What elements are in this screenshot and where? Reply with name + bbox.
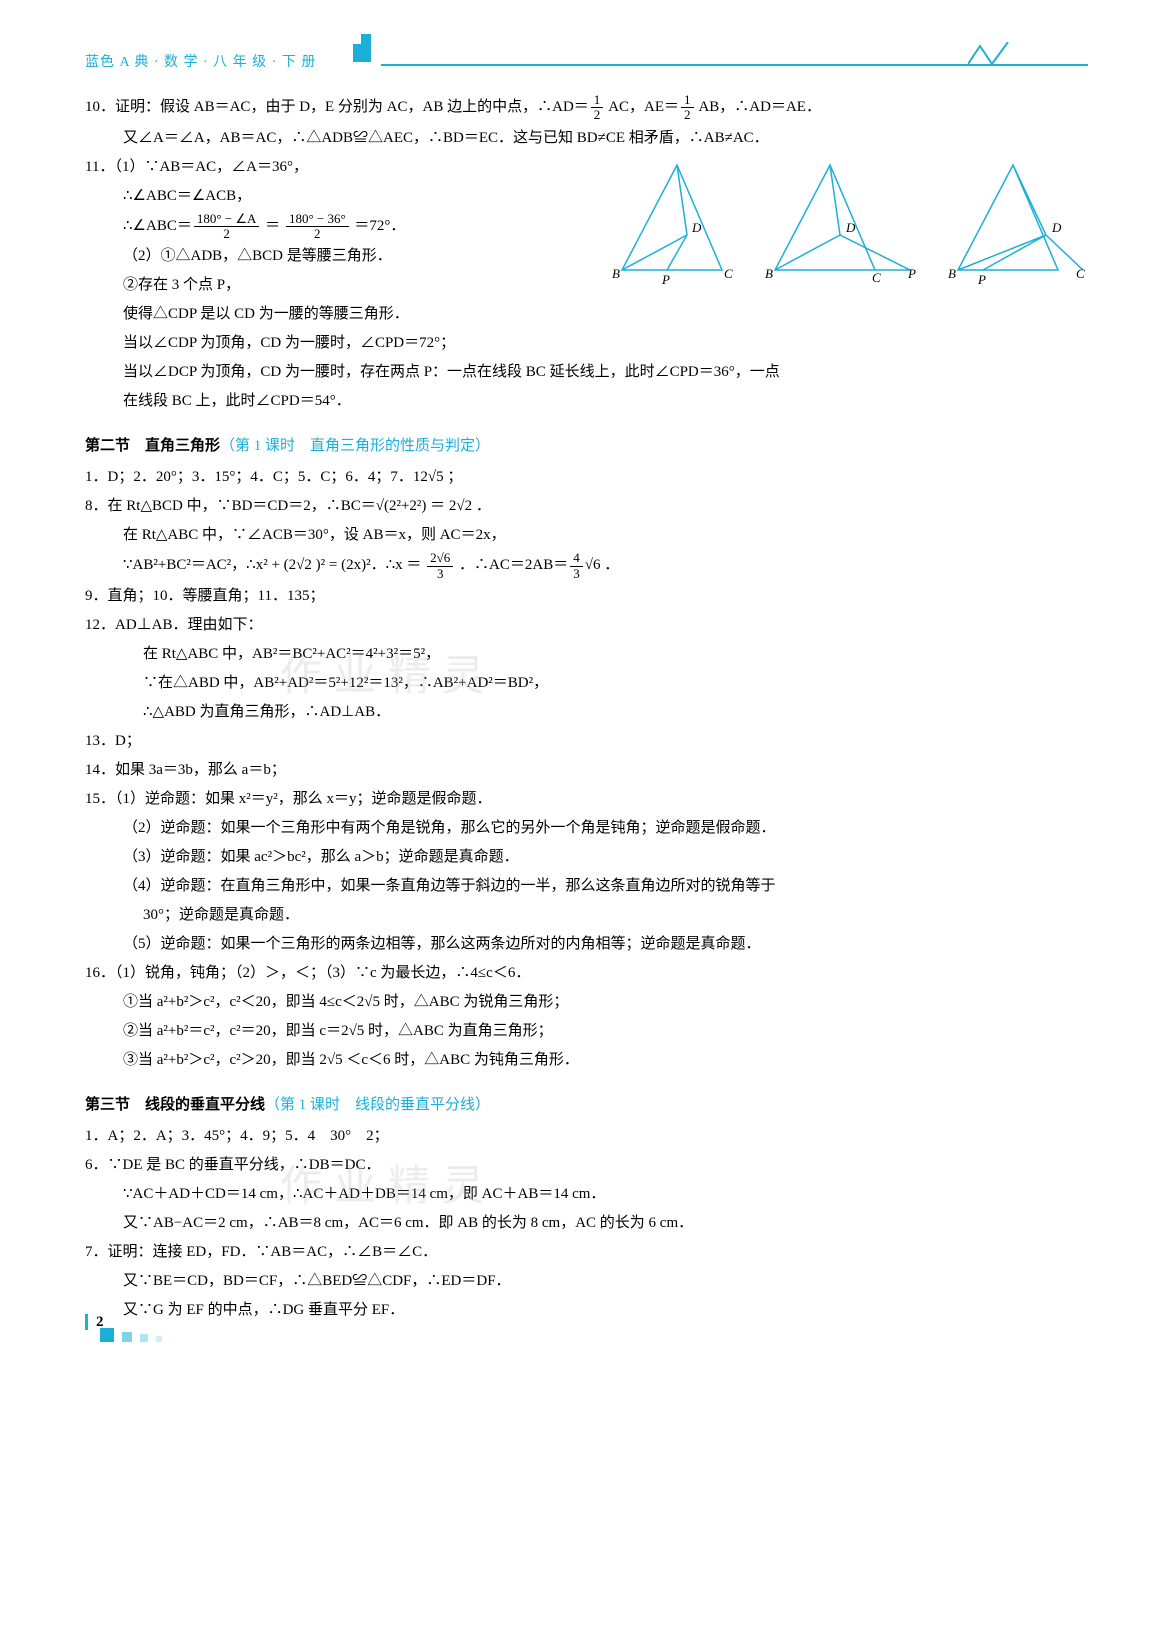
label: 15． (85, 791, 115, 807)
text: （1）∵AB＝AC，∠A＝36°， (114, 159, 308, 175)
text: AC，AE＝ (605, 99, 679, 115)
s3-p7: 7．证明：连接 ED，FD．∵AB＝AC，∴∠B＝∠C． (85, 1239, 1088, 1266)
text: （1）锐角，钝角；（2）＞，＜；（3）∵c 为最长边，∴4≤c＜6． (115, 965, 530, 981)
text: ∵AB²+BC²＝AC²，∴x² + (2√2 )² = (2x)²．∴x ＝ (123, 558, 425, 574)
s3-l1: 1．A；2．A；3．45°；4．9；5．4 30° 2； (85, 1123, 1088, 1150)
s3-p6-l2: ∵AC＋AD＋CD＝14 cm，∴AC＋AD＋DB＝14 cm，即 AC＋AB＝… (85, 1181, 1088, 1208)
s2-p15-l3: （3）逆命题：如果 ac²＞bc²，那么 a＞b；逆命题是真命题． (85, 844, 1088, 871)
problem-10-line2: 又∠A＝∠A，AB＝AC，∴△ADB≌△AEC，∴BD＝EC．这与已知 BD≠C… (85, 125, 1088, 152)
s2-p15: 15．（1）逆命题：如果 x²＝y²，那么 x＝y；逆命题是假命题． (85, 786, 1088, 813)
fraction: 43 (570, 551, 583, 581)
s2-p12-l2: 在 Rt△ABC 中，AB²＝BC²+AC²＝4²+3²＝5²， (85, 641, 1088, 668)
text: 证明：假设 AB＝AC，由于 D，E 分别为 AC，AB 边上的中点，∴AD＝ (115, 99, 589, 115)
s2-p15-l5: （5）逆命题：如果一个三角形的两条边相等，那么这两条边所对的内角相等；逆命题是真… (85, 931, 1088, 958)
svg-text:D: D (1051, 220, 1062, 235)
s2-p12-l4: ∴△ABD 为直角三角形，∴AD⊥AB． (85, 699, 1088, 726)
s2-p15-l2: （2）逆命题：如果一个三角形中有两个角是锐角，那么它的另外一个角是钝角；逆命题是… (85, 815, 1088, 842)
p11-l6: 使得△CDP 是以 CD 为一腰的等腰三角形． (85, 301, 1088, 328)
fraction: 12 (681, 93, 694, 123)
text: ．∴AC＝2AB＝ (455, 558, 568, 574)
svg-text:B: B (948, 266, 956, 281)
p11-l9: 在线段 BC 上，此时∠CPD＝54°． (85, 388, 1088, 415)
s3-p6-l3: 又∵AB−AC＝2 cm，∴AB＝8 cm，AC＝6 cm．即 AB 的长为 8… (85, 1210, 1088, 1237)
svg-text:C: C (724, 266, 733, 281)
svg-text:D: D (691, 220, 702, 235)
triangle-figures: A B C D P A B C D P A B C D P (612, 160, 1088, 290)
section-subtitle: （第 1 课时 线段的垂直平分线） (265, 1097, 490, 1113)
p11-l8: 当以∠DCP 为顶角，CD 为一腰时，存在两点 P：一点在线段 BC 延长线上，… (85, 359, 1088, 386)
header-square-icon (353, 34, 381, 76)
fraction: 180° − 36°2 (286, 212, 349, 242)
s2-p15-l4: （4）逆命题：在直角三角形中，如果一条直角边等于斜边的一半，那么这条直角边所对的… (85, 873, 1088, 900)
svg-text:A: A (673, 160, 682, 163)
s2-l14: 14．如果 3a＝3b，那么 a＝b； (85, 757, 1088, 784)
svg-text:C: C (872, 270, 881, 285)
s3-p7-l3: 又∵G 为 EF 的中点，∴DG 垂直平分 EF． (85, 1297, 1088, 1324)
s2-l13: 13．D； (85, 728, 1088, 755)
s2-p12-l3: ∵在△ABD 中，AB²+AD²＝5²+12²＝13²，∴AB²+AD²＝BD²… (85, 670, 1088, 697)
label: 12． (85, 617, 115, 633)
s2-l9: 9．直角；10．等腰直角；11．135； (85, 583, 1088, 610)
s2-p16-l3: ②当 a²+b²＝c²，c²＝20，即当 c＝2√5 时，△ABC 为直角三角形… (85, 1018, 1088, 1045)
text: （1）逆命题：如果 x²＝y²，那么 x＝y；逆命题是假命题． (115, 791, 492, 807)
header-title: 蓝色 A 典 · 数 学 · 八 年 级 · 下 册 (85, 50, 316, 75)
footer-squares-icon (100, 1324, 220, 1354)
svg-text:P: P (977, 272, 986, 287)
s2-p16-l2: ①当 a²+b²＞c²，c²＜20，即当 4≤c＜2√5 时，△ABC 为锐角三… (85, 989, 1088, 1016)
label: 6． (85, 1157, 108, 1173)
s2-p16: 16．（1）锐角，钝角；（2）＞，＜；（3）∵c 为最长边，∴4≤c＜6． (85, 960, 1088, 987)
s3-p7-l2: 又∵BE＝CD，BD＝CF，∴△BED≌△CDF，∴ED＝DF． (85, 1268, 1088, 1295)
svg-text:A: A (826, 160, 835, 163)
triangle-1-icon: A B C D P (612, 160, 742, 290)
svg-text:A: A (1009, 160, 1018, 163)
svg-text:P: P (661, 272, 670, 287)
triangle-2-icon: A B C D P (760, 160, 920, 290)
text: ＝ (261, 218, 284, 234)
header-zigzag-icon (968, 42, 1018, 76)
s3-p6: 6．∵DE 是 BC 的垂直平分线，∴DB＝DC． (85, 1152, 1088, 1179)
s2-p8-l2: 在 Rt△ABC 中，∵∠ACB＝30°，设 AB＝x，则 AC＝2x， (85, 522, 1088, 549)
fraction: 12 (591, 93, 604, 123)
svg-text:B: B (612, 266, 620, 281)
text: ∵DE 是 BC 的垂直平分线，∴DB＝DC． (108, 1157, 381, 1173)
s2-p15-l4b: 30°；逆命题是真命题． (85, 902, 1088, 929)
triangle-3-icon: A B C D P (938, 160, 1088, 290)
text: ∴∠ABC＝ (123, 218, 192, 234)
svg-text:D: D (845, 220, 856, 235)
section2-title: 第二节 直角三角形（第 1 课时 直角三角形的性质与判定） (85, 433, 1088, 460)
svg-text:P: P (907, 266, 916, 281)
svg-text:C: C (1076, 266, 1085, 281)
label: 8． (85, 498, 108, 514)
text: AD⊥AB．理由如下： (115, 617, 263, 633)
label: 11． (85, 159, 114, 175)
svg-text:B: B (765, 266, 773, 281)
s2-p12: 12．AD⊥AB．理由如下： (85, 612, 1088, 639)
s2-p8: 8．在 Rt△BCD 中，∵BD＝CD＝2，∴BC＝√(2²+2²) ＝ 2√2… (85, 493, 1088, 520)
problem-10: 10．证明：假设 AB＝AC，由于 D，E 分别为 AC，AB 边上的中点，∴A… (85, 93, 1088, 123)
label: 16． (85, 965, 115, 981)
fraction: 2√63 (427, 551, 453, 581)
title-text: 第三节 线段的垂直平分线 (85, 1097, 265, 1113)
text: √6 ． (585, 558, 619, 574)
text: 在 Rt△BCD 中，∵BD＝CD＝2，∴BC＝√(2²+2²) ＝ 2√2 ． (108, 498, 491, 514)
fraction: 180° − ∠A2 (194, 212, 260, 242)
s2-l1: 1．D；2．20°；3．15°；4．C；5．C；6．4；7．12√5 ； (85, 464, 1088, 491)
title-text: 第二节 直角三角形 (85, 438, 220, 454)
text: AB，∴AD＝AE． (696, 99, 821, 115)
page-header: 蓝色 A 典 · 数 学 · 八 年 级 · 下 册 (85, 50, 1088, 75)
s2-p8-l3: ∵AB²+BC²＝AC²，∴x² + (2√2 )² = (2x)²．∴x ＝ … (85, 551, 1088, 581)
label: 10． (85, 99, 115, 115)
label: 7． (85, 1244, 108, 1260)
section-subtitle: （第 1 课时 直角三角形的性质与判定） (220, 438, 490, 454)
s2-p16-l4: ③当 a²+b²＞c²，c²＞20，即当 2√5 ＜c＜6 时，△ABC 为钝角… (85, 1047, 1088, 1074)
text: 证明：连接 ED，FD．∵AB＝AC，∴∠B＝∠C． (108, 1244, 438, 1260)
text: ＝72°． (351, 218, 406, 234)
p11-l7: 当以∠CDP 为顶角，CD 为一腰时，∠CPD＝72°； (85, 330, 1088, 357)
section3-title: 第三节 线段的垂直平分线（第 1 课时 线段的垂直平分线） (85, 1092, 1088, 1119)
